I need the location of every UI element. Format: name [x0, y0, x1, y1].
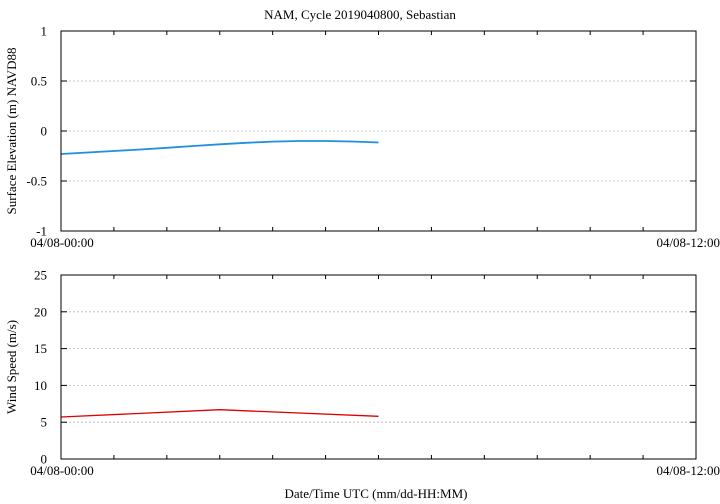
x-tick-label: 04/08-00:00 — [30, 235, 94, 250]
y-tick-label: 15 — [34, 341, 47, 356]
x-tick-label: 04/08-12:00 — [656, 463, 720, 478]
series-line — [60, 140, 379, 155]
y-tick-label: 0 — [41, 452, 48, 467]
x-axis-label: Date/Time UTC (mm/dd-HH:MM) — [285, 486, 468, 501]
y-tick-label: 1 — [41, 24, 48, 39]
panel-1: -1 -0.5 0 0.5 1 04/08-00:00 04/08-12:00 Surface… — [4, 24, 720, 251]
x-tick-label: 04/08-12:00 — [656, 235, 720, 250]
y-tick-label: 20 — [34, 304, 47, 319]
y-tick-label: 10 — [34, 378, 47, 393]
y-axis-label: Surface Elevation (m) NAVD88 — [4, 48, 19, 215]
y-tick-label: -0.5 — [26, 174, 47, 189]
plot-frame — [60, 30, 697, 232]
y-axis-label: Wind Speed (m/s) — [4, 320, 19, 414]
series-line — [60, 409, 379, 418]
y-tick-label: 0.5 — [31, 74, 47, 89]
plot-frame — [60, 274, 697, 460]
chart-title: NAM, Cycle 2019040800, Sebastian — [264, 7, 456, 22]
y-tick-label: 5 — [41, 415, 48, 430]
x-tick-label: 04/08-00:00 — [30, 463, 94, 478]
y-tick-label: 25 — [34, 268, 47, 283]
chart-panels: -1 -0.5 0 0.5 1 04/08-00:00 04/08-12:00 Surface… — [4, 24, 720, 479]
y-tick-label: -1 — [36, 224, 47, 239]
y-tick-label: 0 — [41, 124, 48, 139]
panel-2: 0 5 10 15 20 25 04/08-00:00 04/08-12:00 Wind Spe… — [4, 268, 720, 479]
